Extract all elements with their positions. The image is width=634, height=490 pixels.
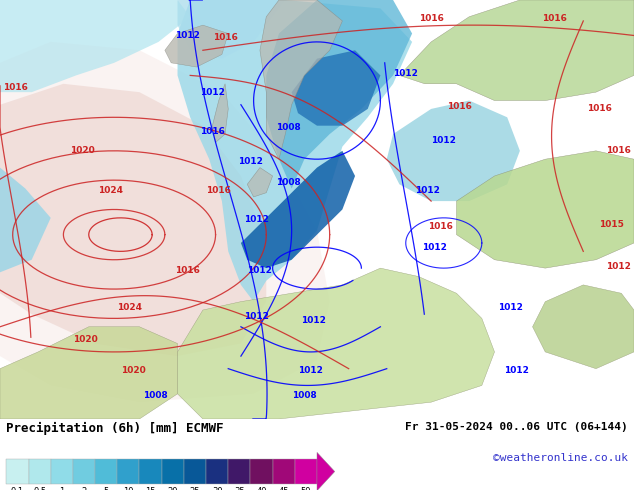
Text: 1012: 1012 xyxy=(174,31,200,40)
Polygon shape xyxy=(178,0,412,302)
Text: 1012: 1012 xyxy=(244,216,269,224)
Polygon shape xyxy=(212,84,228,143)
Text: 30: 30 xyxy=(212,487,223,490)
Text: 1008: 1008 xyxy=(143,392,168,400)
Text: Precipitation (6h) [mm] ECMWF: Precipitation (6h) [mm] ECMWF xyxy=(6,422,224,435)
Polygon shape xyxy=(266,0,412,189)
Text: 1012: 1012 xyxy=(498,303,523,313)
Text: 20: 20 xyxy=(167,487,178,490)
Text: 1012: 1012 xyxy=(431,136,456,145)
Text: 1008: 1008 xyxy=(276,178,301,187)
Text: 1016: 1016 xyxy=(586,104,612,113)
Text: 1024: 1024 xyxy=(117,303,143,313)
Bar xyxy=(228,459,250,484)
Text: 0.1: 0.1 xyxy=(11,487,24,490)
Bar xyxy=(6,459,29,484)
Text: 1012: 1012 xyxy=(244,312,269,321)
Text: 1015: 1015 xyxy=(599,220,624,229)
Text: 1016: 1016 xyxy=(428,222,453,231)
Polygon shape xyxy=(387,100,520,201)
Text: 1020: 1020 xyxy=(120,366,146,375)
Text: 1016: 1016 xyxy=(212,33,238,42)
Text: 1012: 1012 xyxy=(415,186,441,195)
Text: 1016: 1016 xyxy=(206,186,231,195)
Text: 40: 40 xyxy=(256,487,267,490)
Text: 10: 10 xyxy=(123,487,134,490)
Text: 1: 1 xyxy=(59,487,65,490)
Bar xyxy=(273,459,295,484)
Text: 1012: 1012 xyxy=(422,243,447,252)
Text: 1012: 1012 xyxy=(504,366,529,375)
Polygon shape xyxy=(0,42,330,402)
Text: 45: 45 xyxy=(278,487,289,490)
Polygon shape xyxy=(0,327,178,419)
Bar xyxy=(29,459,51,484)
Polygon shape xyxy=(241,151,355,268)
Polygon shape xyxy=(399,0,634,100)
Polygon shape xyxy=(456,151,634,268)
Text: 1016: 1016 xyxy=(418,14,444,24)
Bar xyxy=(206,459,228,484)
Text: 1016: 1016 xyxy=(542,14,567,24)
Bar xyxy=(250,459,273,484)
Text: 1016: 1016 xyxy=(605,147,631,155)
Text: 1016: 1016 xyxy=(200,127,225,137)
FancyArrow shape xyxy=(317,452,335,490)
Bar xyxy=(95,459,117,484)
Text: 1012: 1012 xyxy=(301,316,327,325)
Bar xyxy=(117,459,139,484)
Text: 1012: 1012 xyxy=(298,366,323,375)
Text: 1020: 1020 xyxy=(70,147,95,155)
Text: 0.5: 0.5 xyxy=(33,487,46,490)
Polygon shape xyxy=(0,84,266,356)
Polygon shape xyxy=(247,168,273,197)
Bar xyxy=(51,459,73,484)
Text: 1008: 1008 xyxy=(292,392,317,400)
Text: 1012: 1012 xyxy=(393,69,418,78)
Text: 1016: 1016 xyxy=(174,266,200,275)
Text: 15: 15 xyxy=(145,487,156,490)
Text: 25: 25 xyxy=(190,487,200,490)
Bar xyxy=(295,459,317,484)
Bar xyxy=(184,459,206,484)
Text: 1020: 1020 xyxy=(73,335,98,344)
Text: 1016: 1016 xyxy=(3,83,29,93)
Text: 1012: 1012 xyxy=(200,88,225,97)
Text: 1024: 1024 xyxy=(98,186,124,195)
Bar xyxy=(73,459,95,484)
Text: 35: 35 xyxy=(234,487,245,490)
Text: 2: 2 xyxy=(81,487,87,490)
Text: 1012: 1012 xyxy=(247,266,273,275)
Text: ©weatheronline.co.uk: ©weatheronline.co.uk xyxy=(493,453,628,463)
Polygon shape xyxy=(0,0,190,92)
Text: 1012: 1012 xyxy=(605,262,631,270)
Polygon shape xyxy=(260,0,342,159)
Polygon shape xyxy=(178,268,495,419)
Text: 50: 50 xyxy=(301,487,311,490)
Text: 1008: 1008 xyxy=(276,123,301,132)
Bar xyxy=(139,459,162,484)
Text: 1016: 1016 xyxy=(447,102,472,111)
Text: Fr 31-05-2024 00..06 UTC (06+144): Fr 31-05-2024 00..06 UTC (06+144) xyxy=(405,422,628,432)
Polygon shape xyxy=(165,25,228,67)
Text: 5: 5 xyxy=(103,487,109,490)
Polygon shape xyxy=(178,0,285,59)
Bar xyxy=(162,459,184,484)
Text: 1012: 1012 xyxy=(238,157,263,166)
Polygon shape xyxy=(533,285,634,368)
Polygon shape xyxy=(292,50,380,126)
Polygon shape xyxy=(0,168,51,272)
